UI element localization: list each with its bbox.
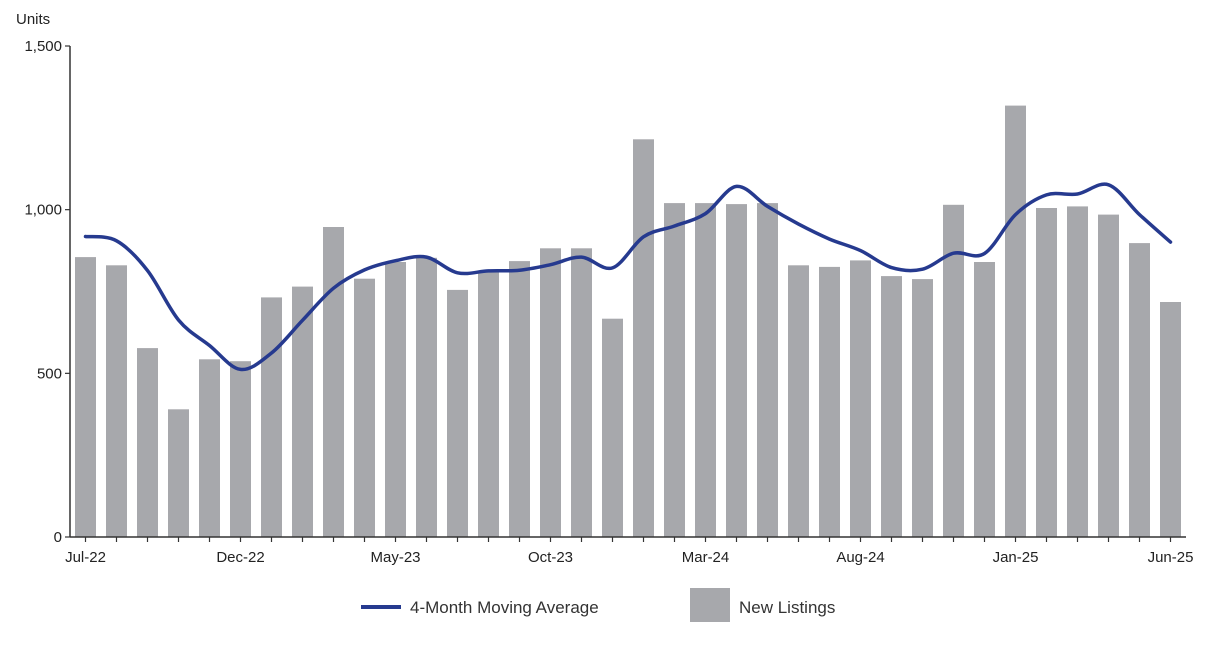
x-tick-label: Jul-22 (65, 549, 106, 566)
bar-may-24 (757, 203, 778, 537)
y-tick-label: 1,000 (24, 202, 62, 219)
legend-bar-swatch (690, 588, 730, 622)
bar-aug-23 (478, 271, 499, 537)
bar-jan-25 (1005, 105, 1026, 537)
bar-apr-25 (1098, 214, 1119, 537)
bar-nov-24 (943, 204, 964, 538)
x-tick-label: Aug-24 (836, 549, 884, 566)
bar-dec-23 (602, 318, 623, 537)
bar-apr-23 (354, 278, 375, 537)
bar-jun-25 (1160, 302, 1181, 537)
bar-sep-23 (509, 261, 530, 537)
x-tick-label: May-23 (370, 549, 420, 566)
bar-oct-23 (540, 248, 561, 538)
bar-aug-24 (850, 260, 871, 537)
bar-jun-24 (788, 265, 809, 537)
y-tick-label: 0 (54, 529, 62, 546)
bar-jun-23 (416, 257, 437, 537)
legend-label-moving-average: 4-Month Moving Average (410, 598, 599, 617)
bar-oct-24 (912, 279, 933, 537)
bar-apr-24 (726, 204, 747, 537)
moving-average-line (83, 182, 1173, 372)
bar-jan-24 (633, 139, 654, 538)
x-tick-label: Mar-24 (682, 549, 730, 566)
bar-dec-24 (974, 262, 995, 537)
y-tick-label: 500 (37, 365, 62, 382)
x-tick-label: Jun-25 (1148, 549, 1194, 566)
y-axis-title: Units (16, 11, 50, 28)
legend: 4-Month Moving Average New Listings (361, 588, 835, 622)
bar-nov-23 (571, 248, 592, 538)
bar-sep-24 (881, 276, 902, 537)
bar-feb-24 (664, 203, 685, 537)
bar-dec-22 (230, 361, 251, 537)
bar-feb-23 (292, 286, 313, 537)
x-tick-label: Oct-23 (528, 549, 573, 566)
bar-jul-23 (447, 289, 468, 537)
bar-sep-22 (137, 348, 158, 537)
bar-jan-23 (261, 297, 282, 537)
bar-jul-22 (75, 257, 96, 537)
bar-feb-25 (1036, 208, 1057, 537)
bar-jul-24 (819, 266, 840, 537)
legend-label-new-listings: New Listings (739, 598, 835, 617)
x-tick-label: Dec-22 (216, 549, 264, 566)
bar-may-25 (1129, 243, 1150, 537)
x-tick-label: Jan-25 (993, 549, 1039, 566)
bar-may-23 (385, 262, 406, 537)
bar-mar-23 (323, 227, 344, 537)
bar-aug-22 (106, 265, 127, 537)
bar-oct-22 (168, 409, 189, 537)
bar-mar-25 (1067, 206, 1088, 537)
y-tick-label: 1,500 (24, 38, 62, 55)
bar-nov-22 (199, 359, 220, 537)
bar-mar-24 (695, 203, 716, 537)
